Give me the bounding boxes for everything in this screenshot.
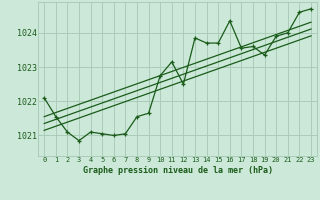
X-axis label: Graphe pression niveau de la mer (hPa): Graphe pression niveau de la mer (hPa) [83,166,273,175]
